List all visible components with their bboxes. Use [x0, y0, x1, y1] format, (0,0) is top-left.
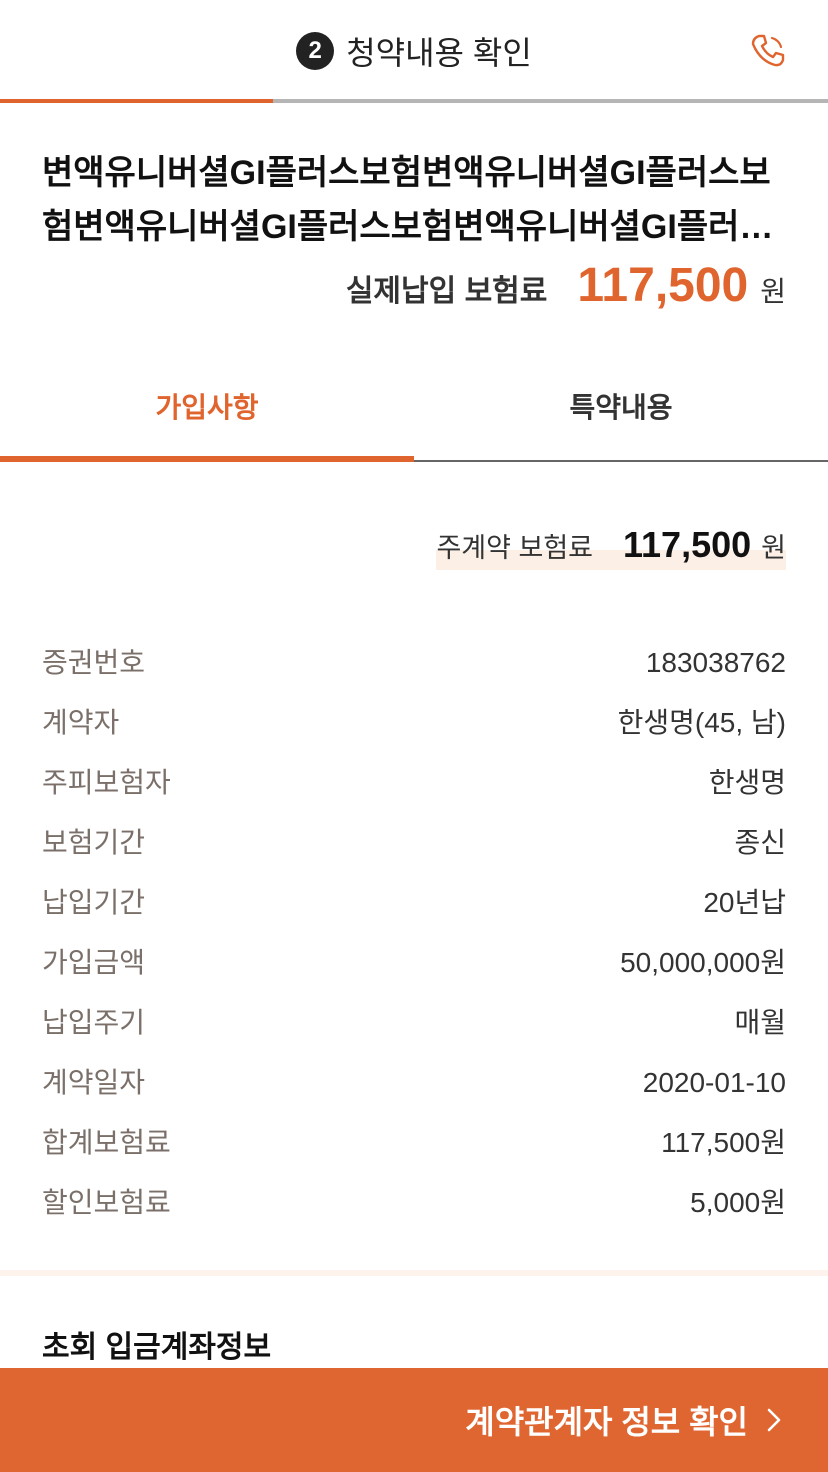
- detail-value: 50,000,000원: [620, 947, 786, 978]
- main-premium-unit: 원: [761, 533, 786, 563]
- actual-premium-value: 117,500: [577, 259, 749, 312]
- detail-value: 매월: [734, 1007, 786, 1038]
- main-premium-value: 117,500: [623, 524, 752, 565]
- tab-subscription[interactable]: 가입사항: [0, 370, 414, 462]
- detail-value: 한생명(45, 남): [617, 707, 786, 738]
- detail-label: 보험기간: [42, 827, 146, 858]
- main-premium-label: 주계약 보험료: [436, 533, 593, 563]
- detail-label: 계약자: [42, 707, 120, 738]
- detail-label: 증권번호: [42, 647, 146, 678]
- detail-value: 2020-01-10: [642, 1067, 786, 1098]
- detail-row: 합계보험료 117,500원: [42, 1120, 786, 1180]
- detail-label: 합계보험료: [42, 1127, 171, 1158]
- contract-details: 증권번호 183038762 계약자 한생명(45, 남) 주피보험자 한생명 보험기…: [42, 640, 786, 1240]
- detail-row: 납입주기 매월: [42, 1000, 786, 1060]
- detail-row: 보험기간 종신: [42, 820, 786, 880]
- page-title: 청약내용 확인: [346, 35, 532, 71]
- step-number-badge: 2: [296, 32, 335, 70]
- tab-bar: 가입사항 특약내용: [0, 370, 828, 462]
- progress-bar-fill: [0, 99, 274, 103]
- phone-icon[interactable]: [748, 30, 788, 70]
- confirm-contract-parties-button[interactable]: 계약관계자 정보 확인: [0, 1368, 828, 1472]
- step-indicator: 2 청약내용 확인: [0, 28, 828, 74]
- detail-row: 가입금액 50,000,000원: [42, 940, 786, 1000]
- detail-label: 납입기간: [42, 887, 146, 918]
- detail-row: 계약자 한생명(45, 남): [42, 700, 786, 760]
- detail-row: 증권번호 183038762: [42, 640, 786, 700]
- actual-premium: 실제납입 보험료 117,500 원: [346, 258, 786, 313]
- section-title-first-deposit: 초회 입금계좌정보: [42, 1331, 272, 1364]
- detail-value: 183038762: [645, 647, 786, 678]
- detail-value: 20년납: [703, 887, 786, 918]
- detail-label: 납입주기: [42, 1007, 146, 1038]
- main-premium: 주계약 보험료 117,500 원: [436, 524, 786, 570]
- detail-value: 5,000원: [690, 1187, 786, 1218]
- actual-premium-unit: 원: [760, 276, 786, 307]
- header: 2 청약내용 확인: [0, 0, 828, 100]
- detail-row: 납입기간 20년납: [42, 880, 786, 940]
- detail-label: 주피보험자: [42, 767, 171, 798]
- cta-label: 계약관계자 정보 확인: [465, 1404, 748, 1440]
- chevron-right-icon: [762, 1405, 786, 1435]
- detail-row: 계약일자 2020-01-10: [42, 1060, 786, 1120]
- section-divider: [0, 1270, 828, 1276]
- product-name: 변액유니버셜GI플러스보험변액유니버셜GI플러스보험변액유니버셜GI플러스보험변…: [42, 154, 771, 246]
- detail-label: 할인보험료: [42, 1187, 171, 1218]
- detail-value: 한생명: [708, 767, 786, 798]
- detail-row: 할인보험료 5,000원: [42, 1180, 786, 1240]
- detail-label: 가입금액: [42, 947, 146, 978]
- detail-value: 117,500원: [661, 1127, 786, 1158]
- progress-bar: [0, 99, 828, 103]
- detail-label: 계약일자: [42, 1067, 146, 1098]
- main-premium-highlight: [436, 550, 786, 570]
- detail-value: 종신: [734, 827, 786, 858]
- actual-premium-label: 실제납입 보험료: [345, 275, 548, 308]
- tab-riders[interactable]: 특약내용: [414, 370, 828, 462]
- detail-row: 주피보험자 한생명: [42, 760, 786, 820]
